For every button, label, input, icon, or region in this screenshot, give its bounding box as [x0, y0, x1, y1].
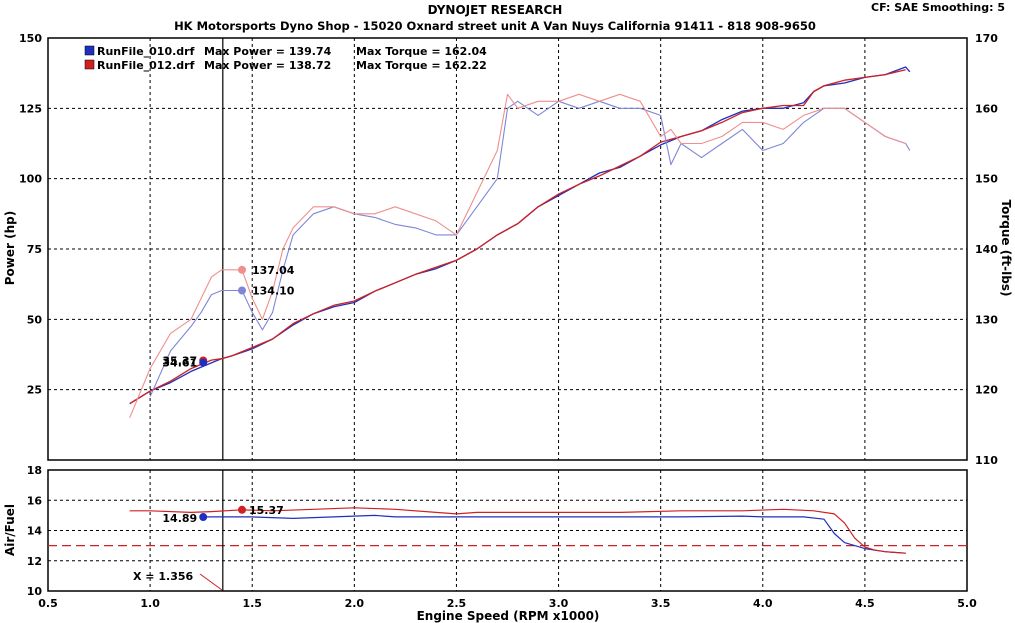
power-tick-label: 50 [27, 313, 43, 326]
x-tick-label: 1.0 [140, 597, 160, 610]
cursor-readout: X = 1.356 [133, 570, 193, 583]
legend: RunFile_010.drf Max Power = 139.74 Max T… [84, 45, 487, 72]
annotation-label: 137.04 [252, 264, 295, 277]
settings-label: CF: SAE Smoothing: 5 [871, 1, 1005, 14]
cursor-readout-leader [199, 573, 223, 591]
airfuel-plot-frame [47, 469, 968, 592]
legend-file-010: RunFile_010.drf [97, 45, 195, 58]
x-tick-label: 2.5 [447, 597, 467, 610]
x-tick-label: 0.5 [38, 597, 58, 610]
airfuel-axis-title: Air/Fuel [3, 504, 17, 556]
legend-power-010: Max Power = 139.74 [204, 45, 332, 58]
annotation-marker [238, 265, 247, 274]
torque-line-010 [149, 100, 911, 397]
airfuel-tick-label: 10 [27, 585, 43, 598]
power-tick-label: 150 [19, 32, 42, 45]
torque-tick-label: 140 [975, 243, 998, 256]
airfuel-line-010 [201, 514, 906, 554]
legend-torque-010: Max Torque = 162.04 [356, 45, 487, 58]
annotation-marker [199, 358, 208, 367]
legend-power-012: Max Power = 138.72 [204, 59, 331, 72]
airfuel-tick-label: 14 [27, 525, 43, 538]
legend-file-012: RunFile_012.drf [97, 59, 195, 72]
x-tick-label: 5.0 [957, 597, 977, 610]
power-tick-label: 100 [19, 173, 42, 186]
rpm-axis-title: Engine Speed (RPM x1000) [417, 609, 600, 623]
power-line-012 [129, 69, 906, 405]
annotation-label: 134.10 [252, 284, 295, 297]
power-tick-label: 25 [27, 384, 42, 397]
torque-tick-label: 170 [975, 32, 998, 45]
air-fuel-plot: 0.5 1.0 1.5 2.0 2.5 3.0 3.5 4.0 4.5 5.0 18 16 14 12 10… [27, 464, 977, 610]
torque-tick-label: 150 [975, 173, 998, 186]
annotation-label: 14.89 [162, 512, 197, 525]
power-tick-label: 75 [27, 243, 42, 256]
annotation-label: 35.37 [162, 354, 197, 367]
power-tick-label: 125 [19, 102, 42, 115]
x-tick-label: 4.5 [855, 597, 875, 610]
legend-torque-012: Max Torque = 162.22 [356, 59, 487, 72]
annotation-label: 34.61 [162, 357, 197, 370]
torque-line-012 [129, 93, 906, 419]
x-tick-label: 1.5 [242, 597, 262, 610]
torque-axis-title: Torque (ft-lbs) [999, 200, 1013, 297]
airfuel-tick-label: 12 [27, 555, 42, 568]
torque-tick-label: 160 [975, 102, 998, 115]
x-tick-label: 3.0 [549, 597, 569, 610]
annotation-marker [199, 513, 208, 522]
chart-subtitle: HK Motorsports Dyno Shop - 15020 Oxnard … [174, 19, 816, 33]
x-tick-label: 2.0 [345, 597, 365, 610]
airfuel-tick-label: 18 [27, 464, 42, 477]
annotation-marker [238, 505, 247, 514]
power-torque-plot: 150 125 100 75 50 25 170 160 150 140 130 120 110 137.… [19, 32, 998, 467]
torque-tick-label: 110 [975, 454, 998, 467]
chart-title: DYNOJET RESEARCH [428, 3, 563, 17]
annotation-label: 15.37 [249, 504, 284, 517]
x-tick-label: 3.5 [651, 597, 671, 610]
annotation-marker [238, 286, 247, 295]
legend-swatch-010 [84, 45, 95, 56]
torque-tick-label: 130 [975, 313, 998, 326]
torque-tick-label: 120 [975, 384, 998, 397]
airfuel-tick-label: 16 [27, 494, 43, 507]
power-axis-title: Power (hp) [3, 211, 17, 285]
legend-swatch-012 [84, 59, 95, 70]
x-tick-label: 4.0 [753, 597, 773, 610]
